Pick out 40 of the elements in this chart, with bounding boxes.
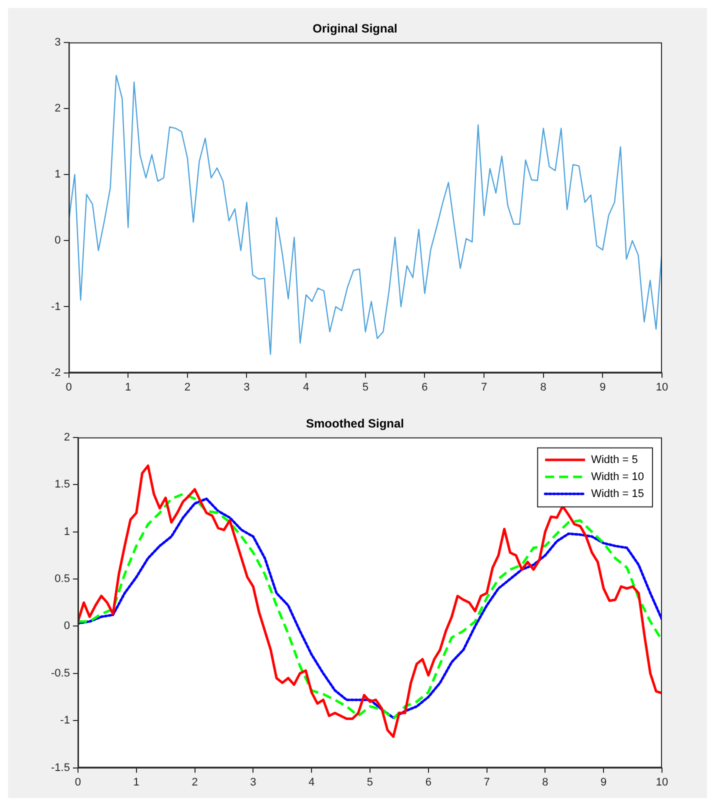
x-tick-label: 0 [74,776,82,788]
x-tick-label: 6 [422,381,428,394]
y-tick-label: 1 [64,526,70,538]
x-tick-label: 4 [308,776,315,788]
y-tick-label: 2 [54,102,61,115]
x-tick-label: 3 [250,776,256,788]
x-tick-label: 2 [192,776,198,788]
x-tick-label: 10 [656,381,668,394]
x-tick-label: 9 [600,776,607,788]
y-tick-label: -1 [51,300,61,313]
legend-label: Width = 10 [591,470,644,483]
x-tick-label: 9 [600,381,606,394]
x-tick-label: 1 [133,776,140,788]
y-tick-label: -1.5 [50,762,70,774]
x-tick-label: 8 [540,381,546,394]
x-tick-label: 7 [480,381,488,394]
x-tick-label: 5 [366,776,374,788]
y-tick-label: 0 [64,620,70,632]
y-tick-label: 1 [54,168,61,181]
x-tick-label: 3 [244,381,250,394]
y-tick-label: 0.5 [54,573,70,586]
x-tick-label: 7 [484,776,490,788]
x-tick-label: 5 [362,381,368,394]
x-tick-label: 1 [125,381,132,394]
y-tick-label: 3 [54,36,61,48]
y-tick-label: 0 [54,234,61,247]
y-tick-label: -2 [51,366,61,379]
x-tick-label: 6 [425,776,432,788]
y-tick-label: -1 [60,714,70,727]
y-tick-label: -0.5 [50,667,70,680]
legend-label: Width = 5 [591,454,638,466]
y-tick-label: 1.5 [54,478,70,491]
legend-label: Width = 15 [591,488,644,500]
x-tick-label: 2 [184,381,190,394]
y-tick-label: 2 [64,431,70,444]
chart-title: Smoothed Signal [306,416,404,431]
chart-title: Original Signal [312,22,398,36]
x-tick-label: 10 [656,776,668,788]
x-tick-label: 8 [542,776,548,788]
x-tick-label: 4 [303,381,310,394]
